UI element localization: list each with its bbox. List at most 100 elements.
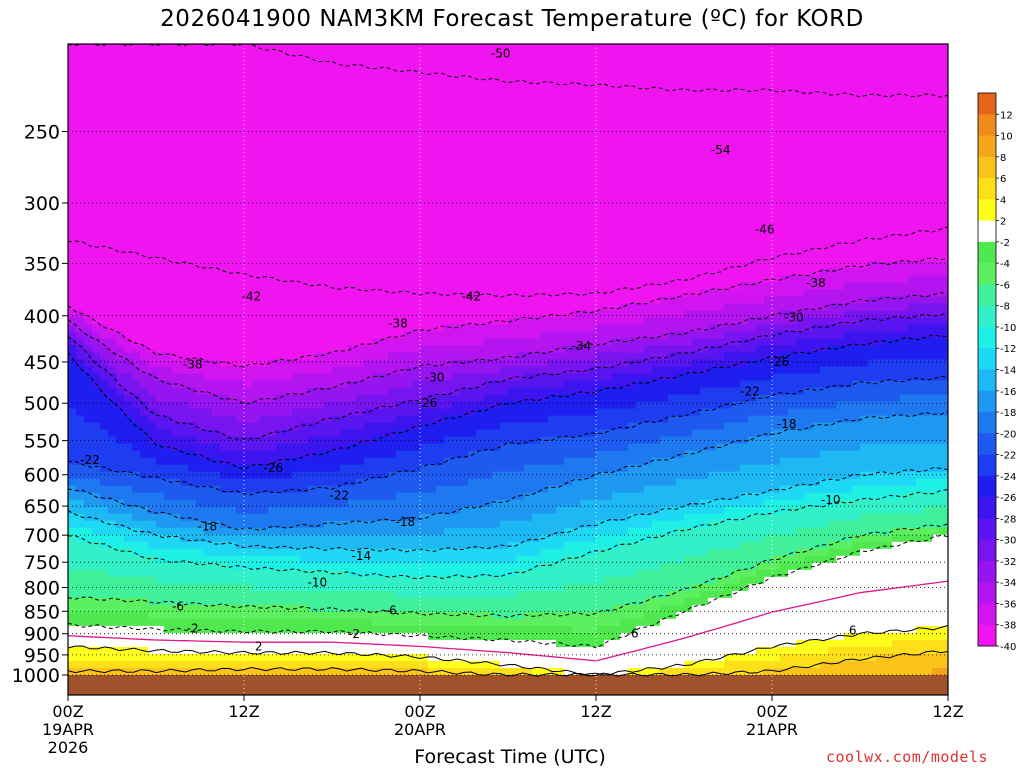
temp-cell (380, 478, 389, 487)
temp-cell (476, 562, 485, 571)
temp-cell (148, 135, 157, 143)
temp-cell (140, 184, 149, 192)
temp-cell (172, 93, 181, 101)
temp-cell (380, 492, 389, 501)
temp-cell (220, 604, 229, 613)
temp-cell (436, 380, 445, 389)
temp-cell (308, 219, 317, 227)
temp-cell (436, 324, 445, 333)
temp-cell (308, 457, 317, 466)
temp-cell (140, 590, 149, 599)
temp-cell (188, 338, 197, 347)
temp-cell (308, 310, 317, 319)
temp-cell (444, 555, 453, 564)
temp-cell (196, 310, 205, 319)
temp-cell (332, 660, 341, 669)
temp-cell (276, 149, 285, 157)
temp-cell (204, 443, 213, 452)
temp-cell (180, 499, 189, 508)
temp-cell (76, 443, 85, 452)
temp-cell (124, 226, 133, 234)
temp-cell (412, 415, 421, 424)
temp-cell (436, 289, 445, 297)
temp-cell (460, 457, 469, 466)
temp-cell (260, 485, 269, 494)
temp-cell (212, 65, 221, 73)
temp-cell (428, 177, 437, 185)
temp-cell (228, 464, 237, 473)
temp-cell (356, 184, 365, 192)
temp-cell (276, 156, 285, 164)
temp-cell (252, 352, 261, 361)
temp-cell (332, 275, 341, 283)
temp-cell (404, 618, 413, 627)
temp-cell (300, 527, 309, 536)
temp-cell (68, 247, 77, 255)
temp-cell (388, 457, 397, 466)
temp-cell (92, 443, 101, 452)
temp-cell (220, 324, 229, 333)
temp-cell (420, 163, 429, 171)
temp-cell (468, 387, 477, 396)
temp-cell (92, 156, 101, 164)
temp-cell (196, 142, 205, 150)
temp-cell (484, 275, 493, 283)
temp-cell (460, 149, 469, 157)
temp-cell (292, 576, 301, 585)
temp-cell (308, 205, 317, 213)
temp-cell (332, 331, 341, 340)
temp-cell (212, 471, 221, 480)
temp-cell (364, 541, 373, 550)
temp-cell (172, 86, 181, 94)
temp-cell (388, 58, 397, 66)
temp-cell (188, 527, 197, 536)
temp-cell (100, 632, 109, 641)
temp-cell (124, 443, 133, 452)
temp-cell (140, 366, 149, 375)
temp-cell (308, 142, 317, 150)
temp-cell (396, 660, 405, 669)
temp-cell (500, 44, 509, 52)
temp-cell (212, 667, 221, 676)
temp-cell (468, 534, 477, 543)
temp-cell (92, 268, 101, 276)
temp-cell (116, 359, 125, 368)
temp-cell (436, 562, 445, 571)
temp-cell (332, 205, 341, 213)
temp-cell (388, 275, 397, 283)
temp-cell (212, 485, 221, 494)
temp-cell (428, 373, 437, 382)
temp-cell (476, 79, 485, 87)
temp-cell (228, 240, 237, 248)
temp-cell (420, 541, 429, 550)
temp-cell (196, 660, 205, 669)
temp-cell (428, 226, 437, 234)
temp-cell (276, 492, 285, 501)
temp-cell (396, 310, 405, 319)
temp-cell (156, 156, 165, 164)
temp-cell (100, 457, 109, 466)
temp-cell (284, 177, 293, 185)
temp-cell (100, 44, 109, 52)
temp-cell (220, 149, 229, 157)
temp-cell (188, 79, 197, 87)
temp-cell (124, 506, 133, 515)
temp-cell (108, 310, 117, 319)
temp-cell (156, 240, 165, 248)
temp-cell (316, 520, 325, 529)
temp-cell (76, 275, 85, 283)
temp-cell (244, 625, 253, 634)
temp-cell (372, 576, 381, 585)
temp-cell (436, 345, 445, 354)
temp-cell (268, 65, 277, 73)
temp-cell (244, 520, 253, 529)
temp-cell (268, 534, 277, 543)
temp-cell (212, 394, 221, 403)
temp-cell (116, 128, 125, 136)
temp-cell (244, 394, 253, 403)
temp-cell (236, 198, 245, 206)
temp-cell (284, 233, 293, 241)
temp-cell (236, 296, 245, 305)
temp-cell (284, 359, 293, 368)
temp-cell (300, 653, 309, 662)
